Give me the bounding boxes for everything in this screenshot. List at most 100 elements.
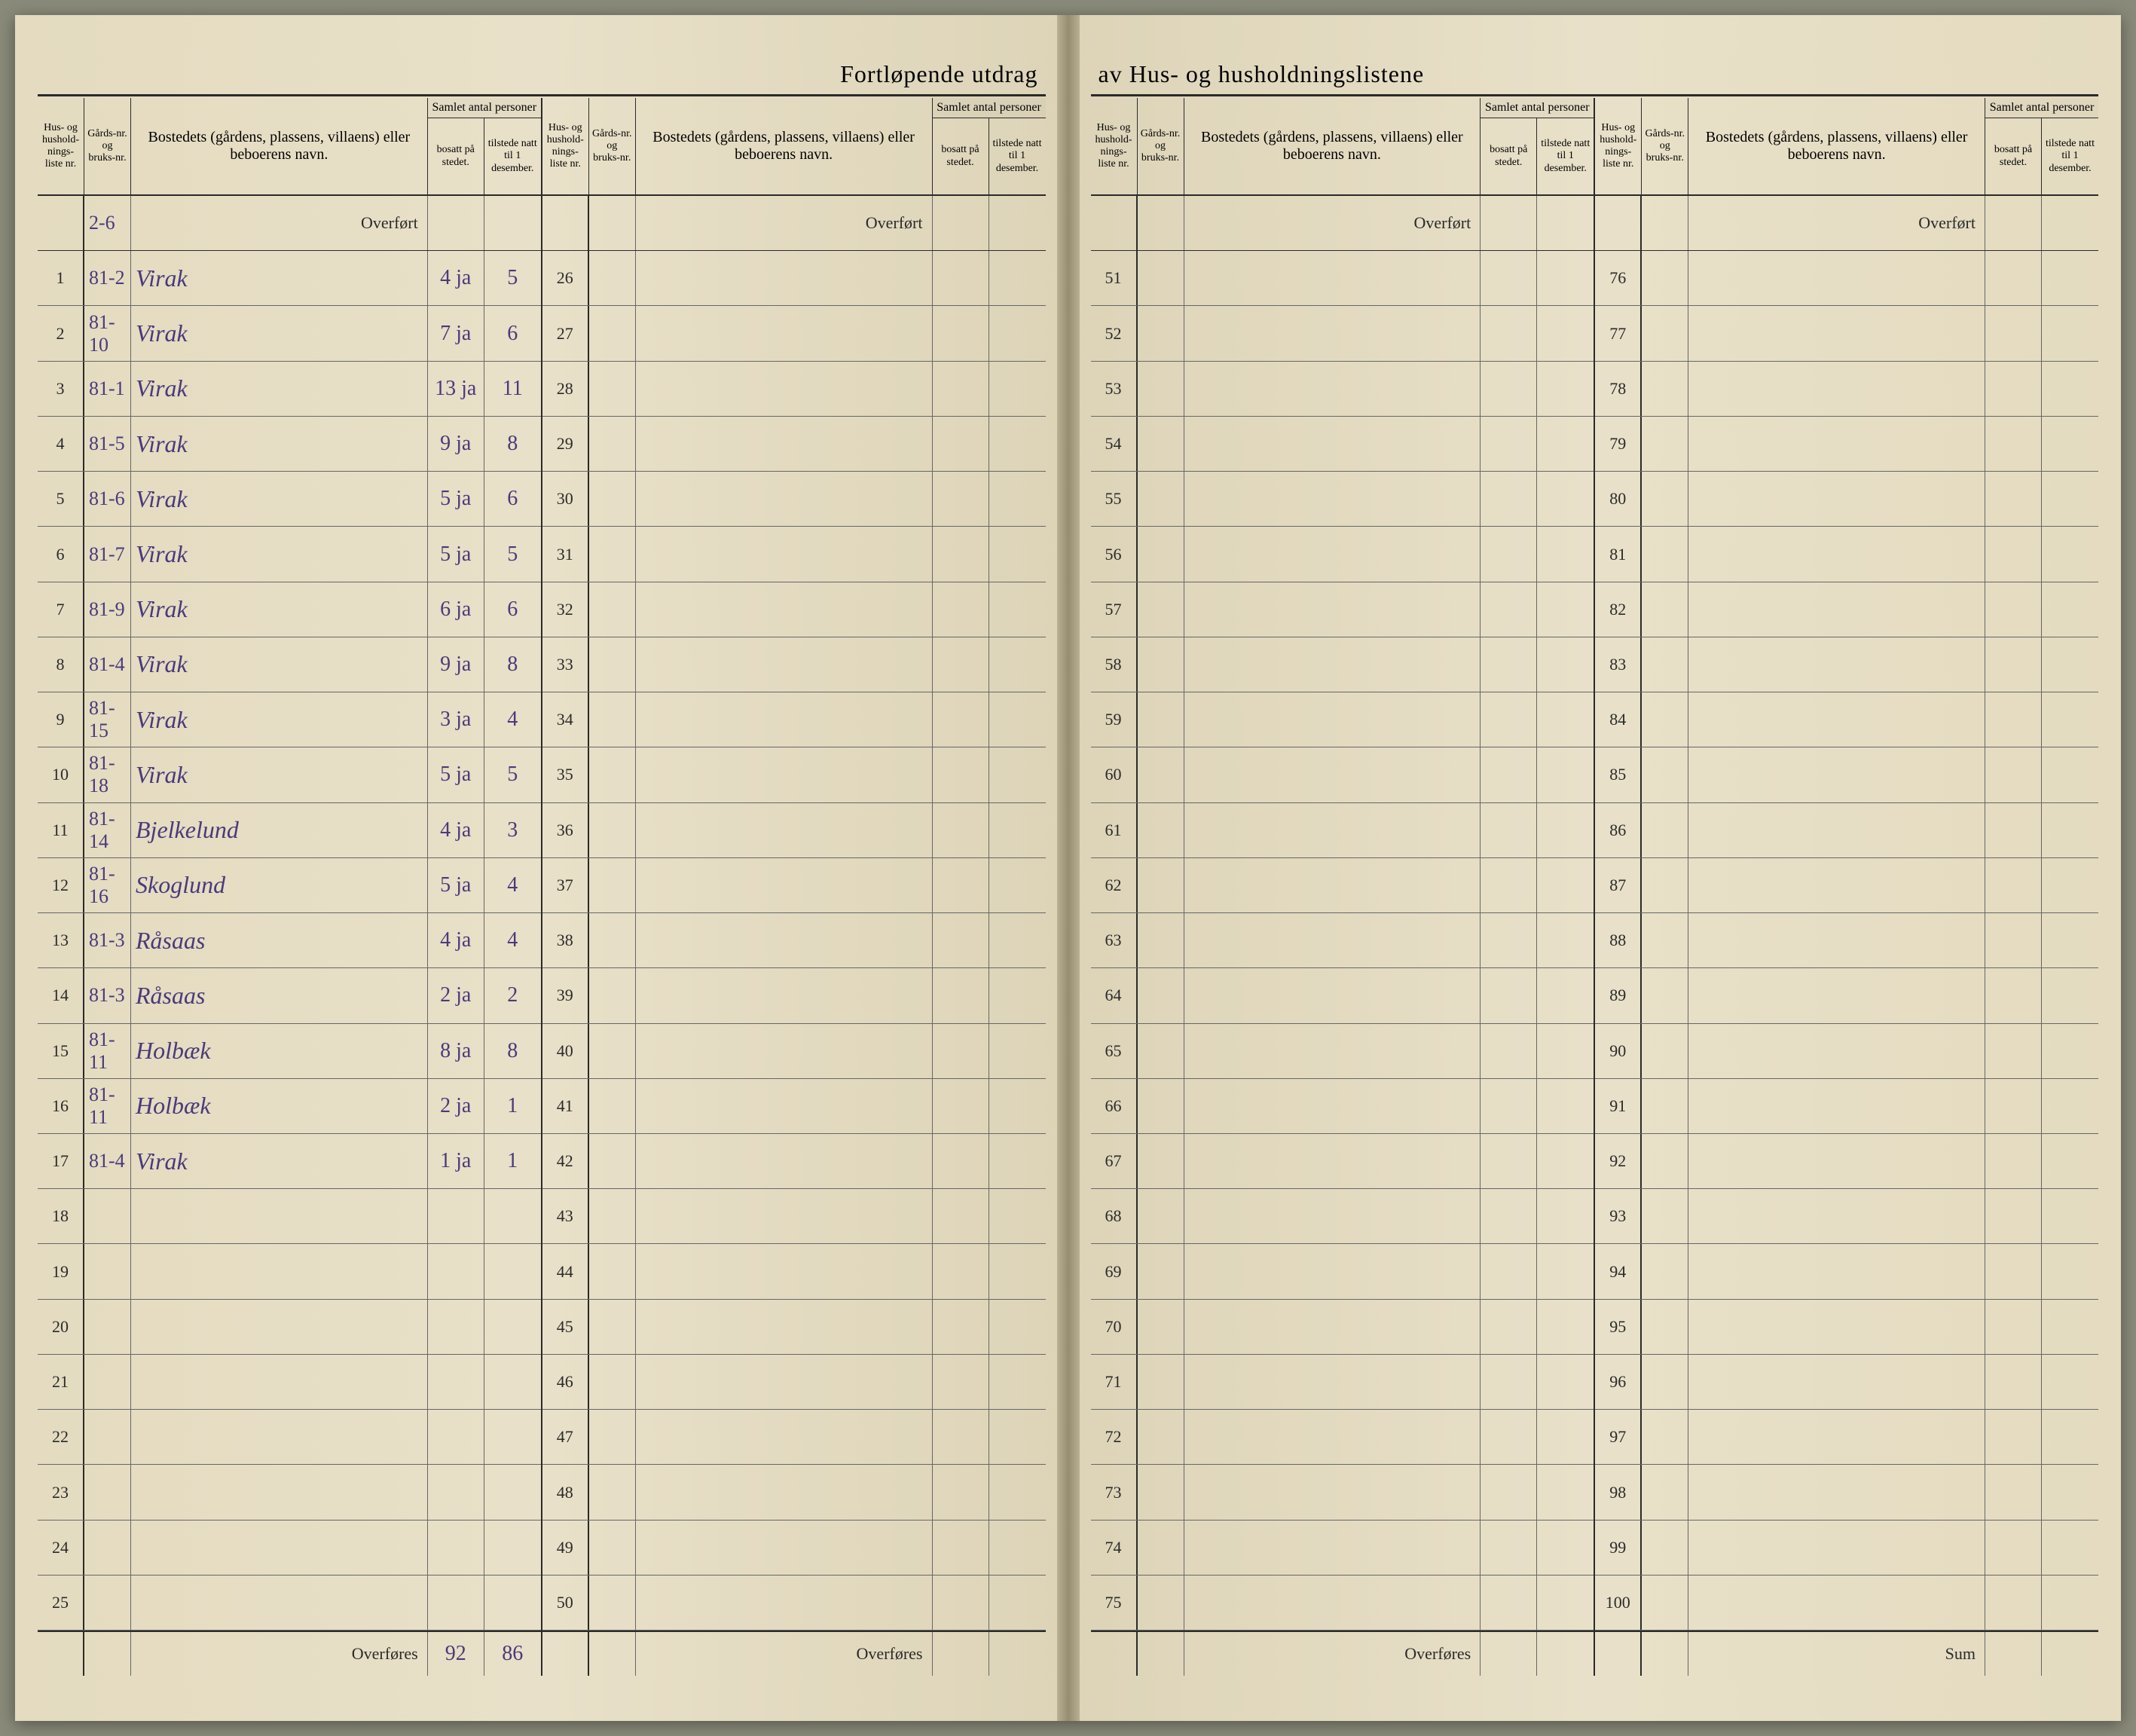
table-row: 89 — [1595, 968, 2098, 1023]
cell-bosted — [1688, 582, 1985, 637]
cell-tilstede — [2042, 362, 2098, 416]
cell-bosted: Råsaas — [131, 913, 428, 967]
cell-bosted — [636, 747, 933, 802]
cell-bosted — [636, 1244, 933, 1298]
cell-bosted — [131, 1576, 428, 1630]
row-number: 5 — [38, 472, 84, 526]
overfort-row: 2-6 Overført — [38, 196, 541, 251]
row-number: 42 — [542, 1134, 589, 1188]
row-number: 45 — [542, 1300, 589, 1354]
footer-row: Overføres 92 86 — [38, 1631, 541, 1676]
row-number: 91 — [1595, 1079, 1642, 1133]
cell-bosted — [1184, 1244, 1481, 1298]
cell-gards — [589, 1134, 636, 1188]
cell-gards — [84, 1244, 131, 1298]
cell-tilstede — [1537, 1024, 1594, 1078]
cell-count2 — [1537, 196, 1594, 250]
cell-bosted — [636, 417, 933, 471]
cell-gards — [84, 1576, 131, 1630]
cell-gards — [589, 858, 636, 912]
cell-bosted — [1184, 1024, 1481, 1078]
table-row: 76 — [1595, 251, 2098, 306]
cell-tilstede — [1537, 1300, 1594, 1354]
cell-bosatt — [1481, 858, 1537, 912]
row-number: 53 — [1091, 362, 1138, 416]
cell-bosatt — [1481, 637, 1537, 692]
cell-bosatt — [1985, 417, 2042, 471]
cell-tilstede — [989, 1300, 1046, 1354]
cell-gards — [1642, 1300, 1688, 1354]
row-number: 61 — [1091, 803, 1138, 857]
overfort-label: Overført — [131, 196, 428, 250]
cell-bosted — [131, 1300, 428, 1354]
cell-gards: 81-14 — [84, 803, 131, 857]
cell-tilstede — [2042, 637, 2098, 692]
hdr-gards: Gårds-nr. og bruks-nr. — [84, 98, 131, 194]
columns-left: Hus- og hushold-nings-liste nr. Gårds-nr… — [38, 98, 1046, 1676]
cell-gards — [589, 1410, 636, 1464]
cell-bosatt: 2 ja — [428, 1079, 484, 1133]
cell-tilstede — [1537, 858, 1594, 912]
footer-row: Sum — [1595, 1631, 2098, 1676]
table-row: 43 — [542, 1189, 1046, 1244]
table-row: 62 — [1091, 858, 1594, 913]
row-number: 63 — [1091, 913, 1138, 967]
hdr-gards: Gårds-nr. og bruks-nr. — [589, 98, 636, 194]
table-row: 86 — [1595, 803, 2098, 858]
cell-gards — [1138, 637, 1184, 692]
cell-tilstede — [1537, 913, 1594, 967]
table-row: 100 — [1595, 1576, 2098, 1631]
cell-bosatt — [1481, 1355, 1537, 1409]
cell-blank — [1642, 1632, 1688, 1676]
table-row: 37 — [542, 858, 1046, 913]
cell-gards — [1642, 417, 1688, 471]
row-number: 26 — [542, 251, 589, 305]
row-number: 7 — [38, 582, 84, 637]
cell-bosted — [1184, 472, 1481, 526]
table-row: 17 81-4 Virak 1 ja 1 — [38, 1134, 541, 1189]
row-number: 87 — [1595, 858, 1642, 912]
cell-gards — [1642, 362, 1688, 416]
cell-tilstede — [2042, 1134, 2098, 1188]
cell-blank — [1595, 1632, 1642, 1676]
cell-tilstede — [989, 417, 1046, 471]
cell-tilstede — [2042, 1521, 2098, 1575]
row-number: 2 — [38, 306, 84, 360]
cell-bosatt — [1985, 251, 2042, 305]
panel-4: Hus- og hushold-nings-liste nr. Gårds-nr… — [1595, 98, 2098, 1676]
cell-tilstede — [1537, 1355, 1594, 1409]
cell-gards — [589, 1521, 636, 1575]
cell-gards — [1138, 527, 1184, 581]
cell-gards — [589, 1189, 636, 1243]
cell-bosatt — [933, 913, 989, 967]
cell-tilstede: 4 — [484, 913, 541, 967]
footer-tilstede: 86 — [484, 1632, 541, 1676]
cell-gards: 81-11 — [84, 1079, 131, 1133]
cell-tilstede — [1537, 1079, 1594, 1133]
cell-gards — [1642, 1134, 1688, 1188]
cell-bosatt — [933, 1244, 989, 1298]
cell-bosatt — [1481, 1244, 1537, 1298]
cell-tilstede — [989, 1465, 1046, 1519]
panel-header: Hus- og hushold-nings-liste nr. Gårds-nr… — [1595, 98, 2098, 196]
cell-bosted — [1184, 637, 1481, 692]
cell-bosatt — [1985, 1410, 2042, 1464]
cell-tilstede — [2042, 858, 2098, 912]
cell-bosatt — [1985, 1024, 2042, 1078]
cell-bosatt — [933, 362, 989, 416]
cell-bosted — [636, 1300, 933, 1354]
cell-tilstede — [1537, 1576, 1594, 1630]
row-number: 84 — [1595, 692, 1642, 747]
cell-bosted — [1688, 362, 1985, 416]
hdr-tilstede: tilstede natt til 1 desember. — [1537, 118, 1594, 194]
table-row: 92 — [1595, 1134, 2098, 1189]
cell-bosted — [1184, 858, 1481, 912]
table-row: 24 — [38, 1521, 541, 1576]
table-row: 10 81-18 Virak 5 ja 5 — [38, 747, 541, 802]
cell-gards — [589, 637, 636, 692]
cell-tilstede: 5 — [484, 251, 541, 305]
cell-gards — [589, 1576, 636, 1630]
cell-tilstede: 4 — [484, 692, 541, 747]
cell-gards: 81-7 — [84, 527, 131, 581]
cell-bosted — [1688, 1024, 1985, 1078]
